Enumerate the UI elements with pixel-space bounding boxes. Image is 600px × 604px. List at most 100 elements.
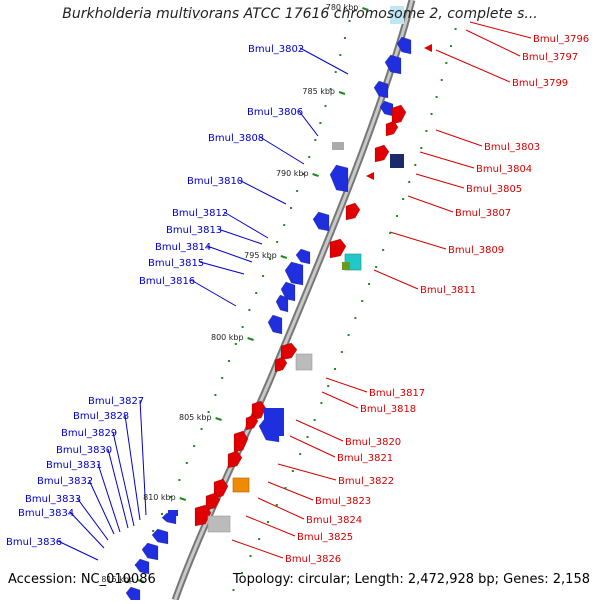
leader-line-left bbox=[107, 448, 129, 529]
tick-dot-left bbox=[241, 326, 244, 328]
leader-line-right bbox=[435, 49, 511, 83]
tick-dot-right bbox=[408, 181, 411, 183]
tick-dot-left bbox=[308, 156, 311, 158]
tick-dot-right bbox=[291, 470, 294, 472]
gene-label-right: Bmul_3826 bbox=[285, 554, 341, 565]
gene-blue bbox=[134, 558, 150, 575]
gene-blue bbox=[185, 8, 201, 21]
tick-dot-right bbox=[375, 266, 378, 268]
gene-label-left: Bmul_3831 bbox=[46, 460, 102, 471]
tick-dot-right bbox=[449, 45, 452, 47]
leader-line-left bbox=[139, 399, 147, 516]
tick-dot-left bbox=[324, 105, 327, 107]
gene-label-right: Bmul_3818 bbox=[360, 404, 416, 415]
leader-line-left bbox=[76, 497, 109, 541]
tick-dot-left bbox=[290, 207, 293, 209]
gene-label-right: Bmul_3803 bbox=[484, 142, 540, 153]
tick-dot-right bbox=[275, 504, 278, 506]
gene-blue bbox=[141, 542, 159, 561]
gene-red bbox=[391, 104, 407, 125]
tick-dot-right bbox=[440, 79, 443, 81]
gene-label-right: Bmul_3825 bbox=[297, 532, 353, 543]
gene-label-left: Bmul_3812 bbox=[172, 208, 228, 219]
tick-dot-left bbox=[276, 241, 279, 243]
tick-dot-right bbox=[382, 249, 385, 251]
gene-red bbox=[345, 202, 361, 221]
gene-red bbox=[374, 144, 390, 163]
leader-line-right bbox=[435, 129, 483, 147]
gene-navy bbox=[390, 154, 404, 168]
tick-dot-right bbox=[445, 62, 448, 64]
gene-label-right: Bmul_3796 bbox=[533, 34, 589, 45]
tick-dot-right bbox=[361, 300, 364, 302]
scale-label: 815 kbp bbox=[101, 575, 134, 584]
tick-dot-left bbox=[329, 88, 332, 90]
tick-dot-left bbox=[160, 513, 163, 515]
gene-blue bbox=[373, 80, 389, 99]
scale-tick bbox=[312, 173, 319, 177]
leader-line-right bbox=[465, 29, 521, 57]
gene-grey bbox=[207, 515, 231, 533]
gene-label-right: Bmul_3820 bbox=[345, 437, 401, 448]
tick-dot-right bbox=[284, 487, 287, 489]
tick-dot-right bbox=[306, 436, 309, 438]
leader-line-right bbox=[231, 539, 284, 559]
gene-blue bbox=[295, 248, 311, 265]
leader-line-left bbox=[190, 279, 237, 307]
topology-text: Topology: circular; Length: 2,472,928 bp… bbox=[232, 572, 590, 587]
tick-dot-right bbox=[430, 113, 433, 115]
tick-dot-right bbox=[354, 317, 357, 319]
scale-tick bbox=[137, 579, 145, 583]
tick-dot-right bbox=[266, 521, 269, 523]
leader-line-right bbox=[289, 435, 336, 458]
tick-dot-right bbox=[340, 351, 343, 353]
scale-label: 790 kbp bbox=[276, 169, 309, 178]
scale-label: 805 kbp bbox=[179, 413, 212, 422]
leader-line-left bbox=[217, 228, 263, 245]
tick-dot-left bbox=[221, 377, 224, 379]
gene-blue bbox=[284, 261, 304, 286]
gene-label-left: Bmul_3808 bbox=[208, 133, 264, 144]
scale-tick bbox=[179, 497, 187, 501]
gene-red-small bbox=[424, 44, 432, 52]
tick-dot-left bbox=[248, 309, 251, 311]
scale-tick bbox=[362, 7, 369, 11]
leader-line-right bbox=[469, 21, 532, 39]
gene-label-right: Bmul_3823 bbox=[315, 496, 371, 507]
accession-text: Accession: NC_010086 bbox=[8, 572, 156, 587]
tick-dot-left bbox=[200, 428, 203, 430]
gene-label-left: Bmul_3833 bbox=[25, 494, 81, 505]
scale-tick bbox=[280, 255, 288, 259]
gene-label-left: Bmul_3806 bbox=[247, 107, 303, 118]
scale-label: 785 kbp bbox=[302, 87, 335, 96]
leader-line-right bbox=[295, 419, 344, 442]
tick-dot-left bbox=[339, 54, 342, 56]
tick-dot-left bbox=[283, 224, 286, 226]
gene-green bbox=[342, 262, 350, 270]
leader-line-left bbox=[238, 179, 287, 205]
tick-dot-right bbox=[258, 538, 261, 540]
gene-red bbox=[280, 342, 298, 361]
map-title: Burkholderia multivorans ATCC 17616 chro… bbox=[62, 6, 538, 22]
tick-dot-right bbox=[249, 555, 252, 557]
tick-dot-left bbox=[348, 20, 351, 22]
gene-red-small bbox=[366, 172, 374, 180]
tick-dot-left bbox=[169, 496, 172, 498]
gene-blue bbox=[275, 294, 289, 313]
gene-red bbox=[329, 238, 347, 259]
tick-dot-right bbox=[232, 589, 235, 591]
tick-dot-left bbox=[185, 462, 188, 464]
leader-line-right bbox=[389, 231, 447, 250]
leader-line-left bbox=[88, 479, 115, 535]
leader-line-right bbox=[257, 497, 305, 520]
gene-red bbox=[227, 450, 243, 469]
leader-line-right bbox=[373, 269, 419, 290]
tick-dot-left bbox=[255, 292, 258, 294]
gene-red bbox=[274, 356, 288, 373]
leader-line-left bbox=[69, 511, 105, 549]
leader-line-left bbox=[259, 136, 305, 165]
gene-label-left: Bmul_3830 bbox=[56, 445, 112, 456]
tick-dot-right bbox=[414, 164, 417, 166]
leader-line-left bbox=[112, 431, 135, 527]
